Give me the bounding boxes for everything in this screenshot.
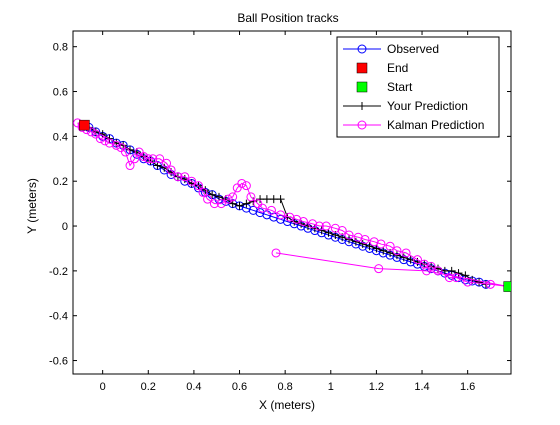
legend: Observed End Start Your Prediction Kalman Pr… (337, 37, 499, 137)
legend-label: Observed (387, 42, 439, 56)
y-tick-label: -0.6 (49, 356, 68, 368)
y-tick-label: -0.2 (49, 266, 68, 278)
y-tick-label: 0.6 (53, 87, 68, 99)
legend-label: End (387, 61, 408, 75)
x-axis-label: X (meters) (259, 398, 315, 412)
legend-marker (357, 82, 367, 92)
y-axis-label: Y (meters) (25, 178, 39, 234)
x-tick-label: 1.4 (414, 381, 429, 393)
x-tick-label: 0.2 (141, 381, 156, 393)
data-point (79, 120, 89, 130)
series-start (504, 282, 514, 292)
y-tick-label: 0.2 (53, 176, 68, 188)
x-tick-label: 1 (328, 381, 334, 393)
legend-label: Kalman Prediction (387, 118, 484, 132)
x-tick-label: 0.6 (232, 381, 247, 393)
legend-label: Start (387, 80, 413, 94)
x-tick-label: 0.4 (186, 381, 201, 393)
y-tick-label: 0.4 (53, 131, 68, 143)
x-tick-label: 0.8 (278, 381, 293, 393)
y-tick-label: -0.4 (49, 311, 68, 323)
x-tick-label: 0 (100, 381, 106, 393)
y-tick-label: 0 (62, 221, 68, 233)
legend-marker (357, 63, 367, 73)
legend-label: Your Prediction (387, 99, 468, 113)
data-point (504, 282, 514, 292)
x-tick-label: 1.6 (460, 381, 475, 393)
series-end (79, 120, 89, 130)
chart-title: Ball Position tracks (237, 11, 338, 25)
x-tick-label: 1.2 (369, 381, 384, 393)
y-tick-label: 0.8 (53, 42, 68, 54)
